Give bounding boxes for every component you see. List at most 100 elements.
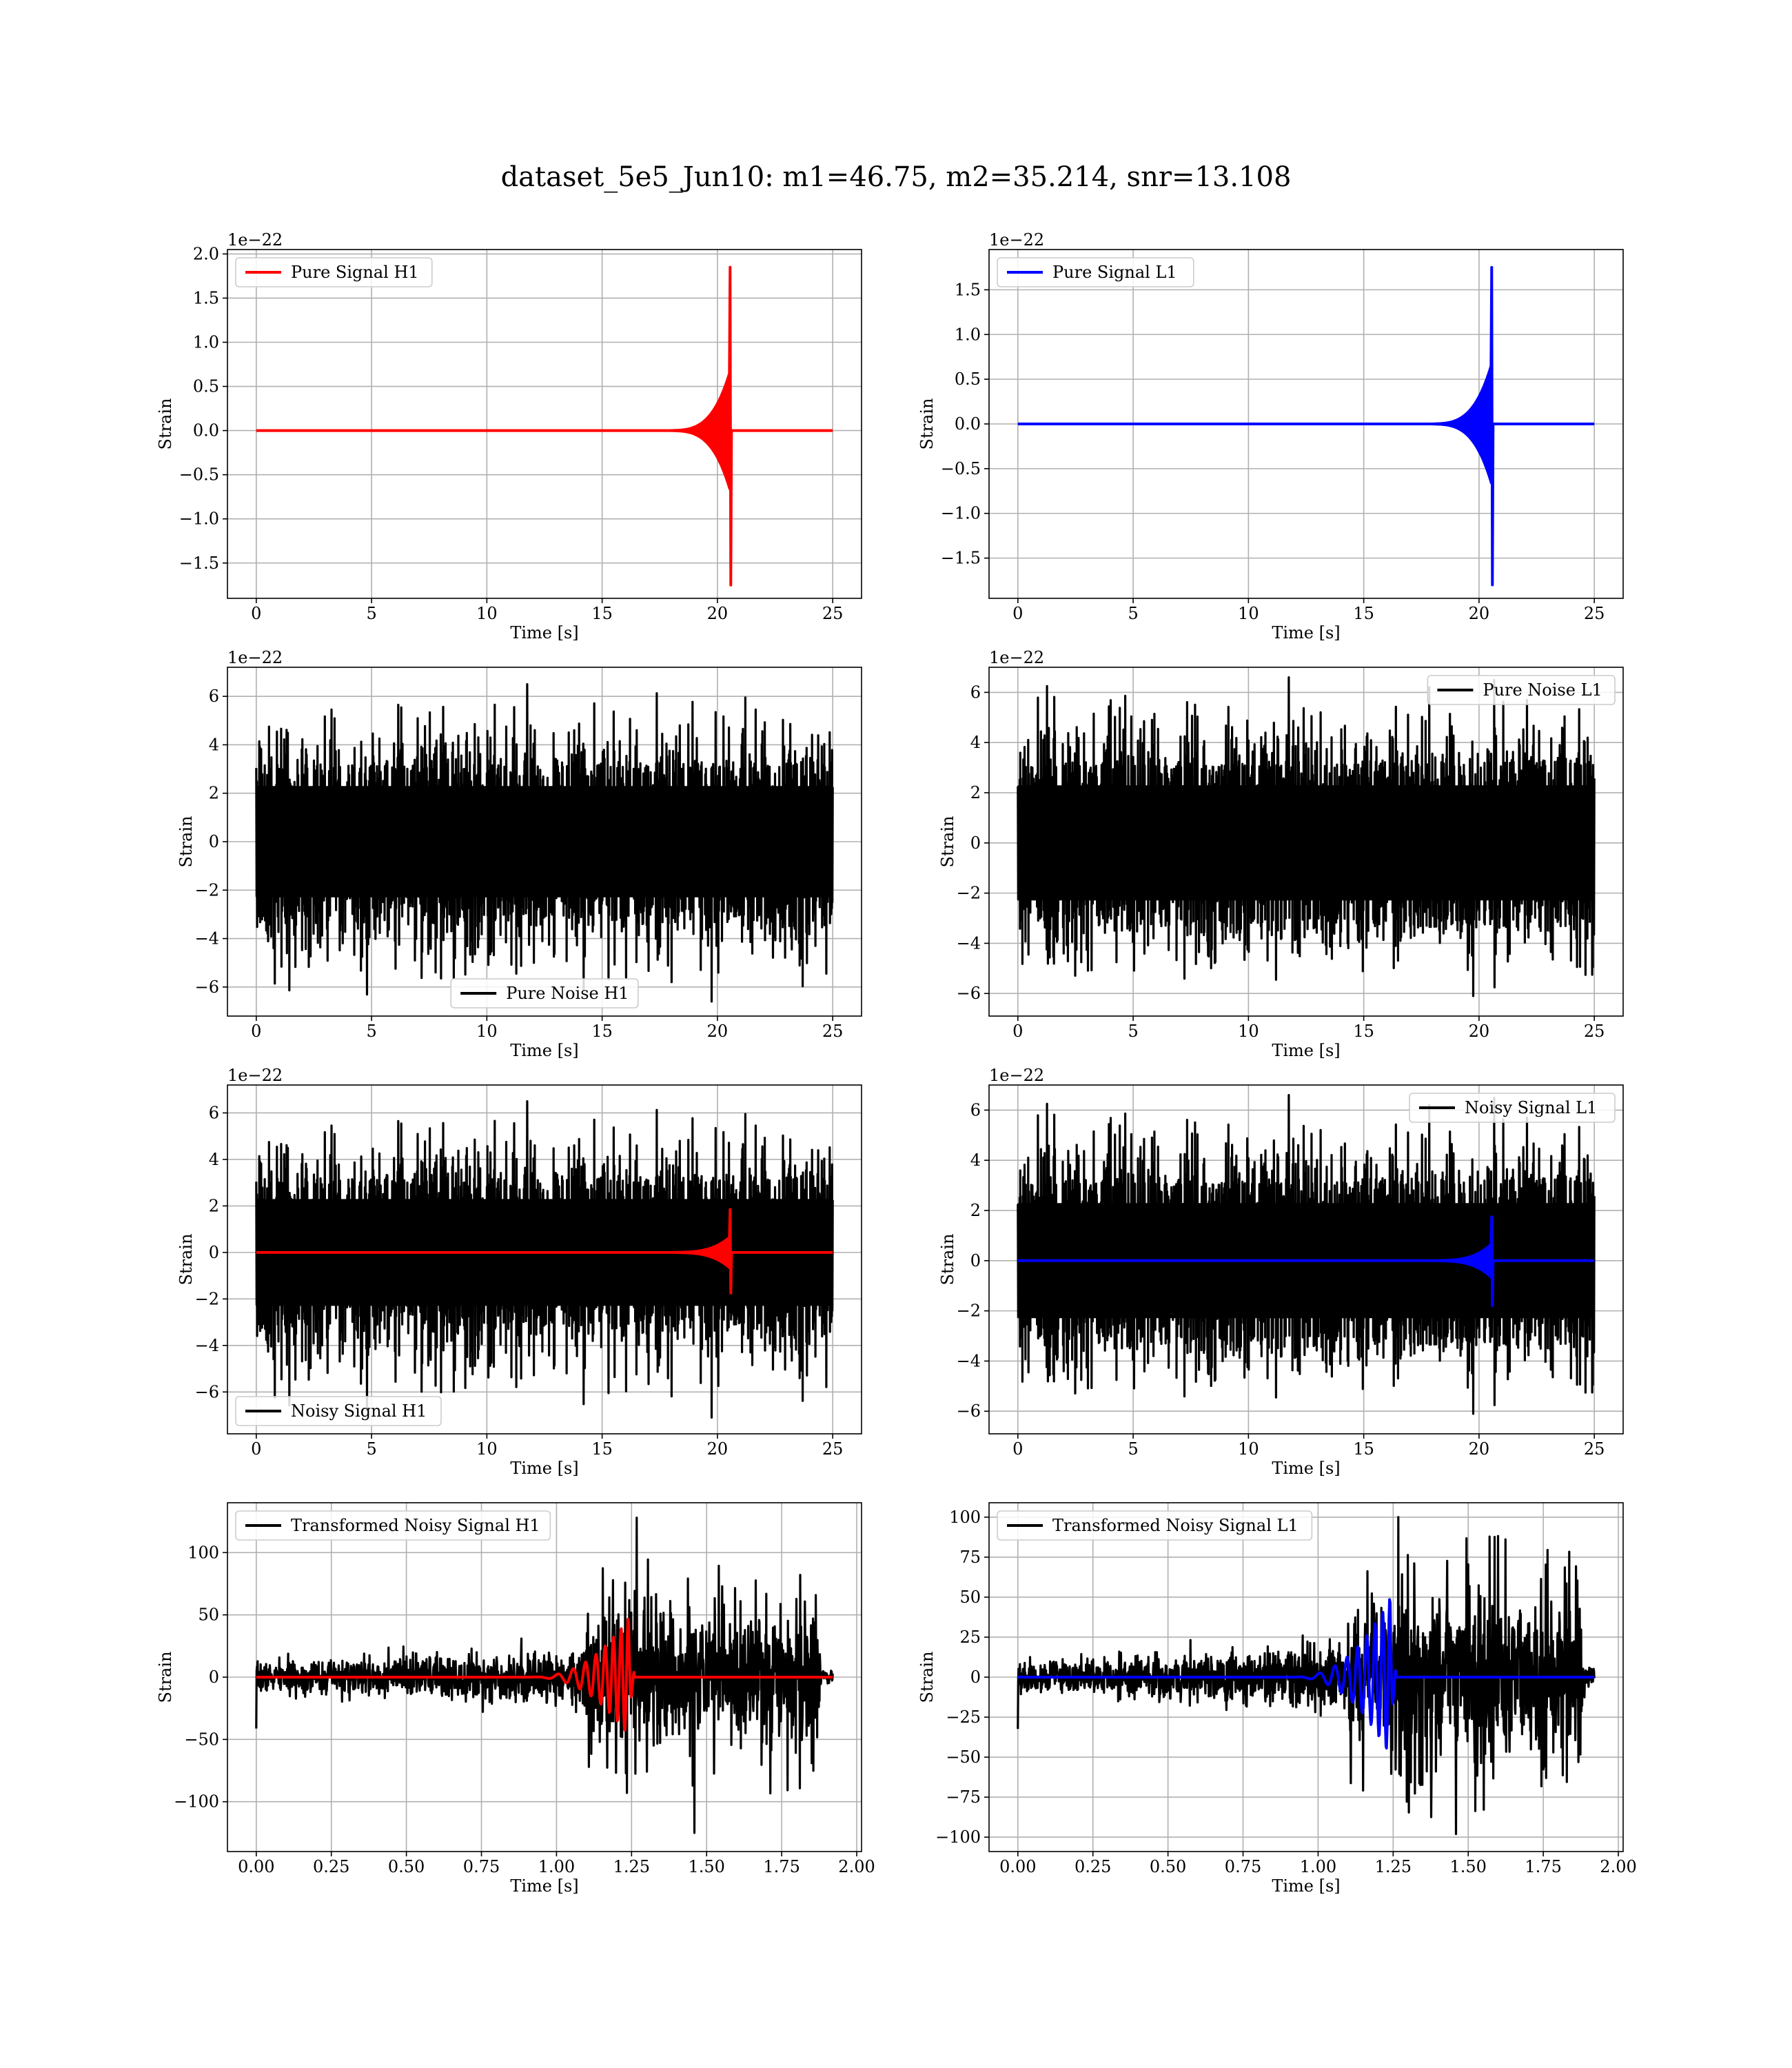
x-tick-label: 15 <box>591 604 613 623</box>
legend: Noisy Signal L1 <box>1409 1093 1616 1123</box>
x-tick-label: 5 <box>366 1022 376 1041</box>
x-tick-label: 15 <box>1353 1439 1374 1459</box>
x-tick-label: 0.50 <box>1150 1857 1186 1876</box>
x-axis-label: Time [s] <box>1272 1459 1340 1478</box>
y-tick-label: 100 <box>187 1543 219 1562</box>
y-tick-label: 0 <box>209 1667 219 1687</box>
y-tick-label: 100 <box>949 1508 981 1527</box>
x-tick-label: 0.75 <box>1225 1857 1261 1876</box>
y-tick-label: 25 <box>959 1628 981 1647</box>
y-tick-label: −50 <box>946 1747 981 1767</box>
x-tick-label: 1.75 <box>763 1857 800 1876</box>
x-tick-label: 20 <box>1469 604 1490 623</box>
y-tick-label: 6 <box>209 687 219 706</box>
y-tick-label: −1.0 <box>179 509 219 529</box>
x-tick-label: 25 <box>822 1439 844 1459</box>
legend-box <box>1409 1093 1616 1123</box>
y-tick-label: 0.0 <box>193 421 219 440</box>
series-group <box>255 265 834 587</box>
y-tick-label: −100 <box>174 1792 219 1812</box>
y-tick-label: −2 <box>195 880 219 900</box>
legend-label: Pure Signal H1 <box>291 263 419 282</box>
y-tick-label: −6 <box>195 1382 219 1401</box>
axes-frame <box>988 667 1624 1017</box>
axes-frame <box>988 1084 1624 1435</box>
x-tick-label: 10 <box>1238 1022 1259 1041</box>
x-tick-label: 0 <box>1012 1022 1023 1041</box>
x-tick-label: 0.25 <box>1075 1857 1111 1876</box>
y-tick-label: 2 <box>970 783 981 802</box>
chart-pure-signal-l1: 0 5 10 15 20 25 −1.5 −1.0 −0.5 0.0 0.5 1.0 1.5 Time [… <box>917 230 1624 642</box>
x-tick-label: 2.00 <box>838 1857 875 1876</box>
y-tick-label: −2 <box>957 1301 981 1321</box>
series-line-overlay-1 <box>1017 1598 1596 1750</box>
x-tick-label: 20 <box>707 1439 729 1459</box>
y-tick-label: −4 <box>195 929 219 949</box>
series-line-transformed-noisy-signal-l1 <box>1017 1516 1596 1836</box>
x-axis-label: Time [s] <box>510 1459 578 1478</box>
legend-label: Pure Noise H1 <box>506 984 629 1003</box>
y-tick-label: −50 <box>184 1730 219 1749</box>
legend: Pure Noise H1 <box>450 978 639 1008</box>
x-tick-label: 10 <box>476 1439 498 1459</box>
series-line-pure-noise-h1 <box>255 683 834 1003</box>
y-tick-label: 4 <box>970 733 981 752</box>
x-tick-label: 25 <box>822 604 844 623</box>
y-tick-label: −1.5 <box>941 549 981 568</box>
x-tick-label: 1.50 <box>1450 1857 1487 1876</box>
legend-label: Transformed Noisy Signal L1 <box>1052 1516 1299 1535</box>
x-tick-label: 0 <box>251 1022 261 1041</box>
offset-text: 1e−22 <box>227 230 283 250</box>
series-line-overlay-1 <box>1017 1215 1596 1308</box>
series-line-overlay-1 <box>255 1208 834 1295</box>
legend: Pure Signal H1 <box>235 257 433 287</box>
x-tick-label: 1.50 <box>689 1857 725 1876</box>
y-tick-label: 75 <box>959 1548 981 1567</box>
legend-label: Pure Noise L1 <box>1483 680 1602 700</box>
y-tick-label: 4 <box>209 735 219 754</box>
x-tick-label: 2.00 <box>1600 1857 1636 1876</box>
y-tick-label: −75 <box>946 1787 981 1807</box>
x-tick-label: 5 <box>1128 604 1138 623</box>
y-axis-label: Strain <box>917 398 937 450</box>
y-tick-label: −100 <box>935 1827 981 1847</box>
series-line-pure-signal-h1 <box>255 265 834 587</box>
y-tick-label: −25 <box>946 1707 981 1727</box>
y-tick-label: −0.5 <box>941 459 981 478</box>
x-tick-label: 10 <box>476 604 498 623</box>
offset-text: 1e−22 <box>989 230 1044 250</box>
chart-transformed-noisy-signal-h1: 0.00 0.25 0.50 0.75 1.00 1.25 1.50 1.75 2.00 −100… <box>156 1502 875 1896</box>
x-axis-label: Time [s] <box>1272 1876 1340 1896</box>
offset-text: 1e−22 <box>227 1066 283 1085</box>
chart-pure-noise-h1: 0 5 10 15 20 25 −6 −4 −2 0 2 4 6 Time [s] Strain 1e−22 P… <box>176 648 862 1060</box>
legend: Transformed Noisy Signal L1 <box>997 1510 1313 1541</box>
y-tick-label: 4 <box>970 1150 981 1170</box>
y-tick-label: 1.0 <box>955 325 981 344</box>
x-tick-label: 0 <box>251 1439 261 1459</box>
x-tick-label: 20 <box>707 1022 729 1041</box>
legend-box <box>235 257 433 287</box>
x-tick-label: 0.75 <box>463 1857 500 1876</box>
legend-label: Noisy Signal H1 <box>291 1401 427 1421</box>
y-tick-label: 0 <box>209 1243 219 1262</box>
series-group <box>1017 265 1596 587</box>
y-tick-label: −1.5 <box>179 554 219 573</box>
x-tick-label: 0.00 <box>238 1857 274 1876</box>
legend: Transformed Noisy Signal H1 <box>235 1510 551 1541</box>
x-tick-label: 15 <box>591 1439 613 1459</box>
legend-box <box>997 257 1194 287</box>
x-tick-label: 25 <box>1584 604 1605 623</box>
legend-box <box>997 1510 1313 1541</box>
y-tick-label: 50 <box>959 1588 981 1607</box>
series-line-noisy-signal-h1 <box>255 1100 834 1419</box>
series-line-noisy-signal-l1 <box>1017 1094 1596 1415</box>
chart-pure-signal-h1: 0 5 10 15 20 25 −1.5 −1.0 −0.5 0.0 0.5 1.0 1.5 2.0 Tim… <box>156 230 862 642</box>
series-group <box>255 1100 834 1419</box>
y-tick-label: 50 <box>198 1605 219 1625</box>
y-axis-label: Strain <box>917 1652 937 1703</box>
x-tick-label: 5 <box>1128 1439 1138 1459</box>
y-tick-label: 0 <box>970 1251 981 1270</box>
series-line-pure-noise-l1 <box>1017 676 1596 997</box>
y-tick-label: 6 <box>970 682 981 702</box>
